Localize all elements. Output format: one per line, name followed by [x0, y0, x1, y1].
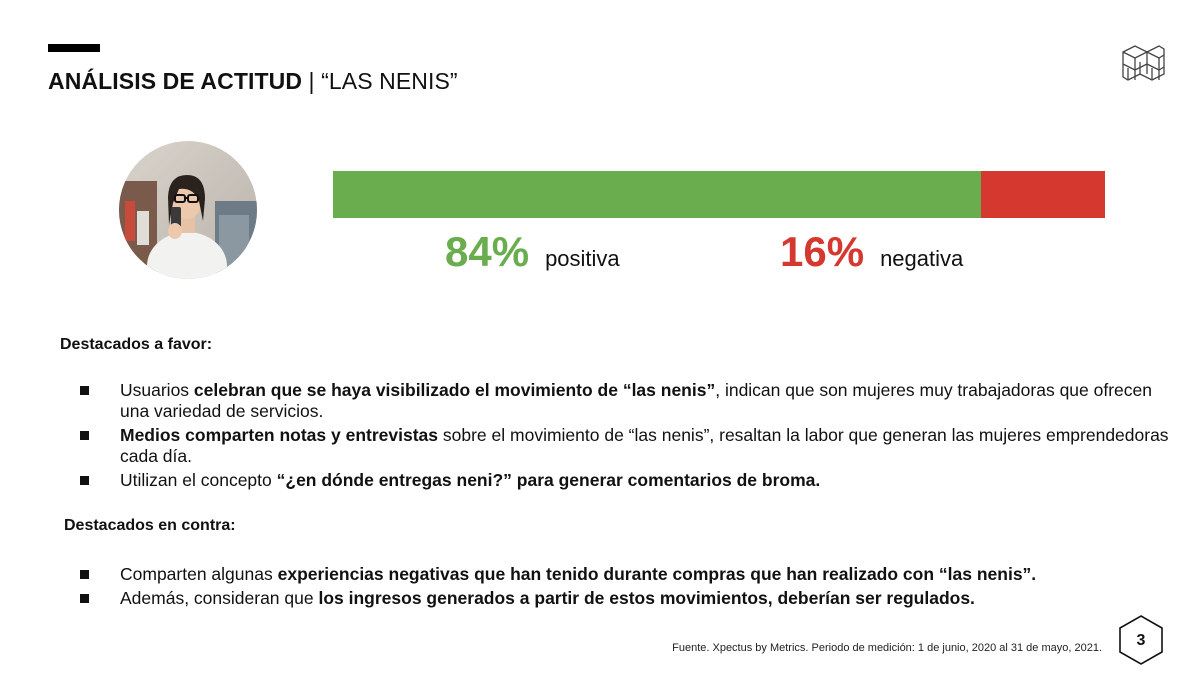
positive-label: positiva — [545, 246, 620, 271]
contra-list: Comparten algunas experiencias negativas… — [0, 564, 1185, 612]
cube-logo-icon — [1122, 45, 1165, 81]
page-title: ANÁLISIS DE ACTITUD | “LAS NENIS” — [48, 68, 458, 95]
list-item: Además, consideran que los ingresos gene… — [0, 588, 1185, 609]
square-bullet-icon — [80, 431, 89, 440]
favor-heading: Destacados a favor: — [60, 336, 213, 353]
page-title-bold: ANÁLISIS DE ACTITUD — [48, 68, 303, 94]
negative-stat: 16% negativa — [780, 228, 963, 276]
negative-label: negativa — [880, 246, 964, 271]
negative-bar-segment — [981, 171, 1105, 218]
list-item: Utilizan el concepto “¿en dónde entregas… — [0, 470, 1185, 491]
square-bullet-icon — [80, 386, 89, 395]
title-accent-bar — [48, 44, 100, 52]
favor-list: Usuarios celebran que se haya visibiliza… — [0, 380, 1185, 494]
list-item: Medios comparten notas y entrevistas sob… — [0, 425, 1185, 467]
square-bullet-icon — [80, 570, 89, 579]
positive-percent: 84% — [445, 228, 530, 275]
square-bullet-icon — [80, 476, 89, 485]
person-photo — [119, 141, 257, 279]
page-number: 3 — [1137, 632, 1146, 649]
page-number-badge: 3 — [1119, 615, 1163, 665]
source-footnote: Fuente. Xpectus by Metrics. Periodo de m… — [672, 642, 1102, 654]
sentiment-bar — [333, 171, 1105, 218]
contra-heading: Destacados en contra: — [64, 517, 236, 534]
negative-percent: 16% — [780, 228, 865, 275]
list-item: Comparten algunas experiencias negativas… — [0, 564, 1185, 585]
positive-stat: 84% positiva — [445, 228, 620, 276]
square-bullet-icon — [80, 594, 89, 603]
page-title-rest: | “LAS NENIS” — [302, 68, 458, 94]
positive-bar-segment — [333, 171, 982, 218]
list-item: Usuarios celebran que se haya visibiliza… — [0, 380, 1185, 422]
